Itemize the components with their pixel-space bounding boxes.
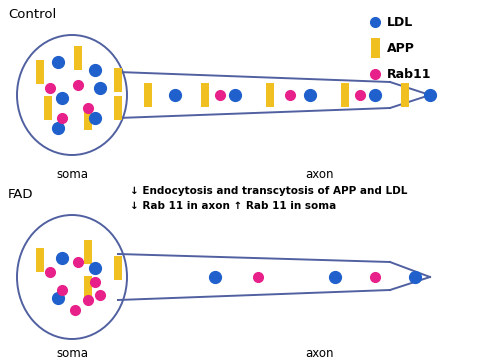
Bar [114,256,122,280]
Bar [84,240,92,264]
Text: APP: APP [387,41,415,54]
Text: axon: axon [306,347,334,360]
Bar [401,83,409,107]
Bar [36,60,44,84]
Bar [144,83,152,107]
Bar [201,83,209,107]
Bar [74,46,82,70]
Bar [114,68,122,92]
Bar [266,83,274,107]
Bar [114,96,122,120]
Bar [84,276,92,300]
Bar [341,83,349,107]
Bar [371,38,380,58]
Text: LDL: LDL [387,16,413,29]
Text: Rab11: Rab11 [387,68,431,81]
Text: axon: axon [306,168,334,181]
Text: ↓ Endocytosis and transcytosis of APP and LDL
↓ Rab 11 in axon ↑ Rab 11 in soma: ↓ Endocytosis and transcytosis of APP an… [130,186,407,211]
Bar [36,248,44,272]
Text: soma: soma [56,168,88,181]
Text: soma: soma [56,347,88,360]
Text: Control: Control [8,8,56,21]
Bar [84,106,92,130]
Bar [44,96,52,120]
Text: FAD: FAD [8,188,33,201]
